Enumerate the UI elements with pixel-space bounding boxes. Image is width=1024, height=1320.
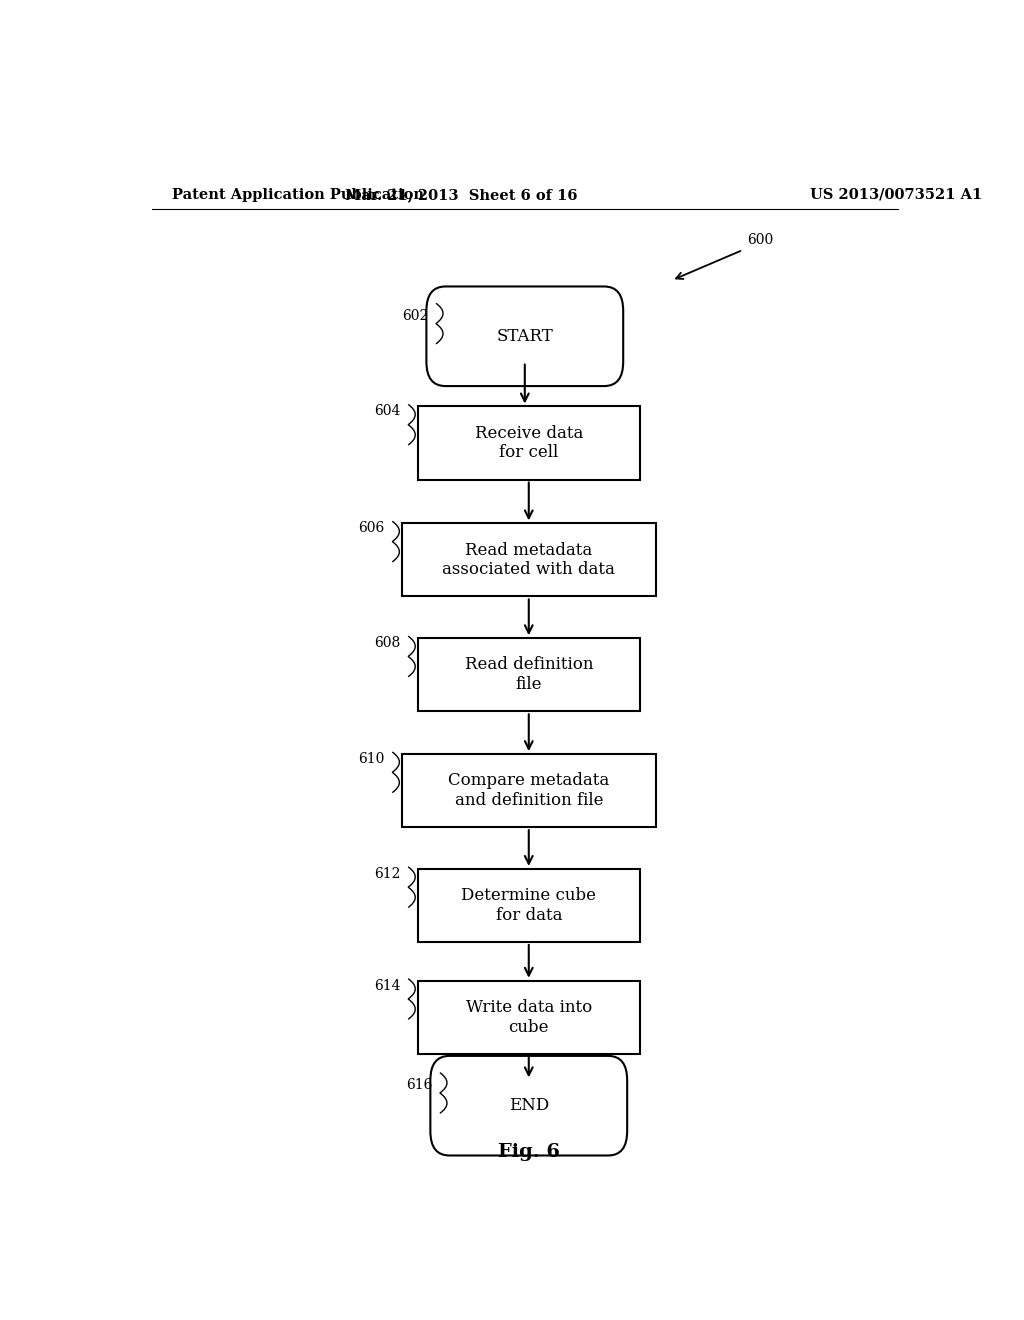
FancyBboxPatch shape	[426, 286, 624, 385]
Text: Receive data
for cell: Receive data for cell	[474, 425, 583, 461]
Text: 606: 606	[358, 521, 384, 535]
Text: START: START	[497, 327, 553, 345]
Text: 610: 610	[358, 752, 385, 766]
Text: 616: 616	[406, 1078, 432, 1092]
Text: Determine cube
for data: Determine cube for data	[461, 887, 596, 924]
Text: 612: 612	[374, 867, 400, 880]
Text: END: END	[509, 1097, 549, 1114]
FancyBboxPatch shape	[418, 638, 640, 711]
FancyBboxPatch shape	[418, 869, 640, 942]
FancyBboxPatch shape	[430, 1056, 627, 1155]
Text: Mar. 21, 2013  Sheet 6 of 16: Mar. 21, 2013 Sheet 6 of 16	[345, 187, 578, 202]
Text: 604: 604	[374, 404, 400, 418]
Text: Fig. 6: Fig. 6	[498, 1143, 560, 1162]
Text: Compare metadata
and definition file: Compare metadata and definition file	[449, 772, 609, 809]
Text: US 2013/0073521 A1: US 2013/0073521 A1	[811, 187, 983, 202]
FancyBboxPatch shape	[418, 407, 640, 479]
Text: Write data into
cube: Write data into cube	[466, 999, 592, 1036]
Text: Read definition
file: Read definition file	[465, 656, 593, 693]
Text: Patent Application Publication: Patent Application Publication	[172, 187, 424, 202]
Text: 614: 614	[374, 978, 400, 993]
FancyBboxPatch shape	[401, 754, 655, 828]
Text: 602: 602	[401, 309, 428, 323]
FancyBboxPatch shape	[418, 981, 640, 1053]
Text: 608: 608	[374, 636, 400, 651]
Text: Read metadata
associated with data: Read metadata associated with data	[442, 541, 615, 578]
Text: 600: 600	[748, 232, 773, 247]
FancyBboxPatch shape	[401, 523, 655, 597]
